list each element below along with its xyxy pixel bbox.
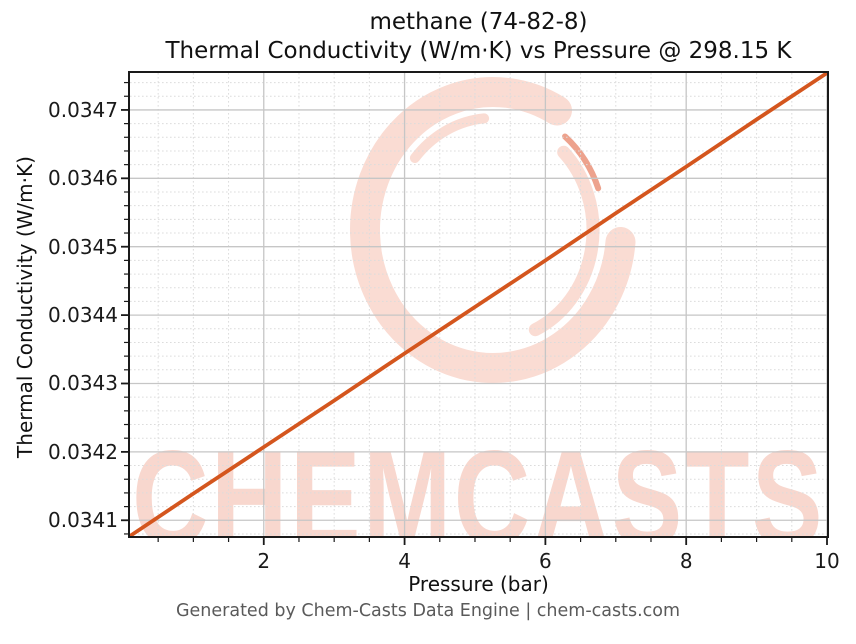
chemcasts-text-watermark: CHEMCASTS	[132, 422, 825, 536]
x-axis-label: Pressure (bar)	[408, 572, 549, 596]
y-tick-label: 0.0346	[48, 166, 118, 191]
attribution-footer: Generated by Chem-Casts Data Engine | ch…	[175, 601, 681, 621]
data-line	[130, 73, 827, 536]
x-tick-label: 10	[814, 549, 840, 573]
logo-accent-arc	[562, 133, 602, 192]
y-tick-label: 0.0341	[48, 508, 118, 533]
y-tick-label: 0.0345	[48, 234, 118, 259]
chart-title-main: Thermal Conductivity (W/m·K) vs Pressure…	[165, 38, 792, 64]
logo-top-echo-arc	[409, 113, 490, 163]
y-tick-label: 0.0342	[48, 439, 118, 464]
x-tick-label: 8	[679, 549, 693, 573]
y-tick-label: 0.0344	[48, 303, 118, 328]
chemcasts-logo-watermark	[350, 77, 636, 383]
logo-inner-swoosh-arc	[528, 145, 600, 337]
x-tick-label: 2	[257, 549, 271, 573]
x-tick-label: 6	[539, 549, 552, 573]
y-tick-label: 0.0347	[48, 97, 118, 122]
x-tick-label: 4	[398, 549, 411, 573]
plot-area: CHEMCASTS	[130, 73, 827, 536]
chart-title-compound: methane (74-82-8)	[369, 9, 588, 35]
logo-ring-arc	[350, 77, 636, 383]
y-tick-label: 0.0343	[48, 371, 118, 396]
plot-canvas	[130, 73, 827, 536]
